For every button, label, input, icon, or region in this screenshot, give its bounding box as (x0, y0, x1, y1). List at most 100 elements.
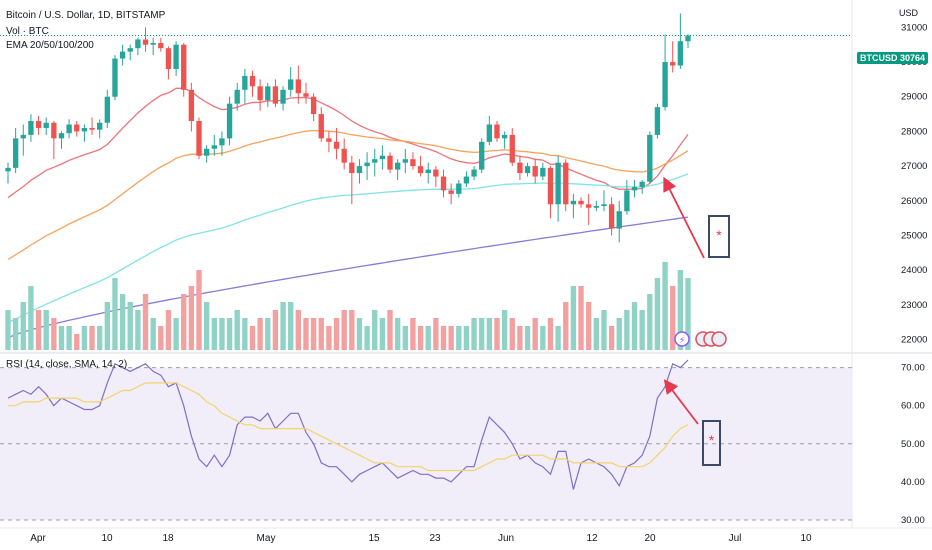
volume-bar (593, 318, 599, 350)
candle-body (456, 183, 462, 194)
volume-bar (188, 286, 195, 350)
candle-body (318, 114, 324, 139)
time-tick-label: Apr (30, 533, 46, 544)
price-tick-label: 29000 (901, 92, 927, 103)
volume-bar (66, 326, 72, 350)
candle-body (586, 204, 592, 208)
volume-bar (165, 310, 172, 350)
volume-bar (97, 326, 103, 350)
candle-body (509, 134, 515, 163)
volume-bar (608, 326, 615, 350)
volume-bar (58, 326, 65, 350)
volume-bar (142, 294, 149, 350)
candle-body (341, 148, 347, 163)
volume-bar (303, 318, 309, 350)
volume-bar (578, 286, 584, 350)
rsi-tick-label: 60.00 (901, 401, 925, 412)
volume-bar (509, 318, 515, 350)
price-tick-label: 31000 (901, 22, 927, 33)
candle-body (593, 206, 599, 208)
volume-bar (104, 302, 110, 350)
candle-body (280, 89, 286, 104)
volume-bar (150, 318, 156, 350)
candle-body (677, 41, 684, 66)
volume-bar (570, 286, 577, 350)
last-price-tag: 30764 (897, 52, 929, 64)
candle-body (364, 162, 370, 167)
candle-body (89, 127, 95, 130)
price-tick-label: 28000 (901, 126, 927, 137)
candle-body (173, 44, 179, 69)
volume-bar (410, 318, 416, 350)
volume-bar (211, 318, 217, 350)
volume-bar (654, 278, 661, 350)
ema-100-line (7, 173, 689, 324)
candle-body (188, 89, 195, 122)
candle-body (158, 42, 164, 49)
ema-legend: EMA 20/50/100/200 (6, 40, 94, 51)
candle-body (165, 48, 172, 69)
candle-body (20, 134, 26, 139)
candle-body (494, 124, 500, 139)
candle-body (295, 79, 302, 94)
volume-bar (356, 318, 363, 350)
volume-bar (43, 310, 49, 350)
volume-bar (456, 326, 462, 350)
ema-50-line (7, 129, 689, 261)
candle-body (119, 51, 126, 59)
symbol-tag: BTCUSD (857, 52, 901, 64)
volume-bar (51, 318, 57, 350)
volume-bar (119, 294, 126, 350)
rsi-tick-label: 40.00 (901, 477, 925, 488)
candle-body (501, 134, 508, 139)
candle-body (440, 176, 447, 191)
volume-bar (89, 326, 95, 350)
rsi-tick-label: 30.00 (901, 515, 925, 526)
rsi-line (7, 359, 689, 490)
candle-body (288, 79, 294, 90)
candle-body (66, 124, 72, 134)
volume-bar (112, 278, 118, 350)
candle-body (433, 169, 439, 177)
currency-label: USD (898, 8, 918, 18)
volume-bar (433, 318, 439, 350)
volume-bar (5, 310, 11, 350)
volume-bar (563, 302, 569, 350)
price-tick-label: 25000 (901, 231, 927, 242)
volume-bar (631, 302, 638, 350)
volume-bar (249, 326, 256, 350)
candle-body (127, 48, 133, 52)
time-tick-label: 23 (429, 533, 441, 544)
candle-body (425, 169, 431, 174)
candle-body (532, 166, 538, 177)
candle-body (578, 200, 584, 205)
candle-body (303, 93, 309, 97)
volume-bar (295, 310, 302, 350)
candle-body (333, 141, 340, 149)
candle-body (81, 127, 88, 132)
volume-legend: Vol · BTC (6, 26, 49, 37)
candle-body (463, 176, 470, 184)
candle-body (547, 167, 554, 205)
candle-body (150, 42, 156, 45)
volume-bar (387, 310, 393, 350)
price-tick-label: 23000 (901, 300, 927, 311)
candle-body (249, 75, 256, 87)
volume-bar (662, 262, 668, 350)
volume-bar (272, 310, 279, 350)
event-flag-icon (711, 331, 727, 347)
volume-bar (394, 318, 401, 350)
volume-bar (28, 286, 34, 350)
volume-bar (364, 326, 370, 350)
volume-bar (341, 310, 347, 350)
volume-bar (20, 302, 26, 350)
candle-body (670, 62, 676, 66)
volume-bar (196, 270, 202, 350)
volume-bar (670, 286, 676, 350)
volume-bar (12, 318, 19, 350)
volume-bar (639, 310, 645, 350)
rsi-sma-line (8, 382, 689, 472)
time-tick-label: 18 (162, 533, 174, 544)
volume-bar (226, 318, 233, 350)
